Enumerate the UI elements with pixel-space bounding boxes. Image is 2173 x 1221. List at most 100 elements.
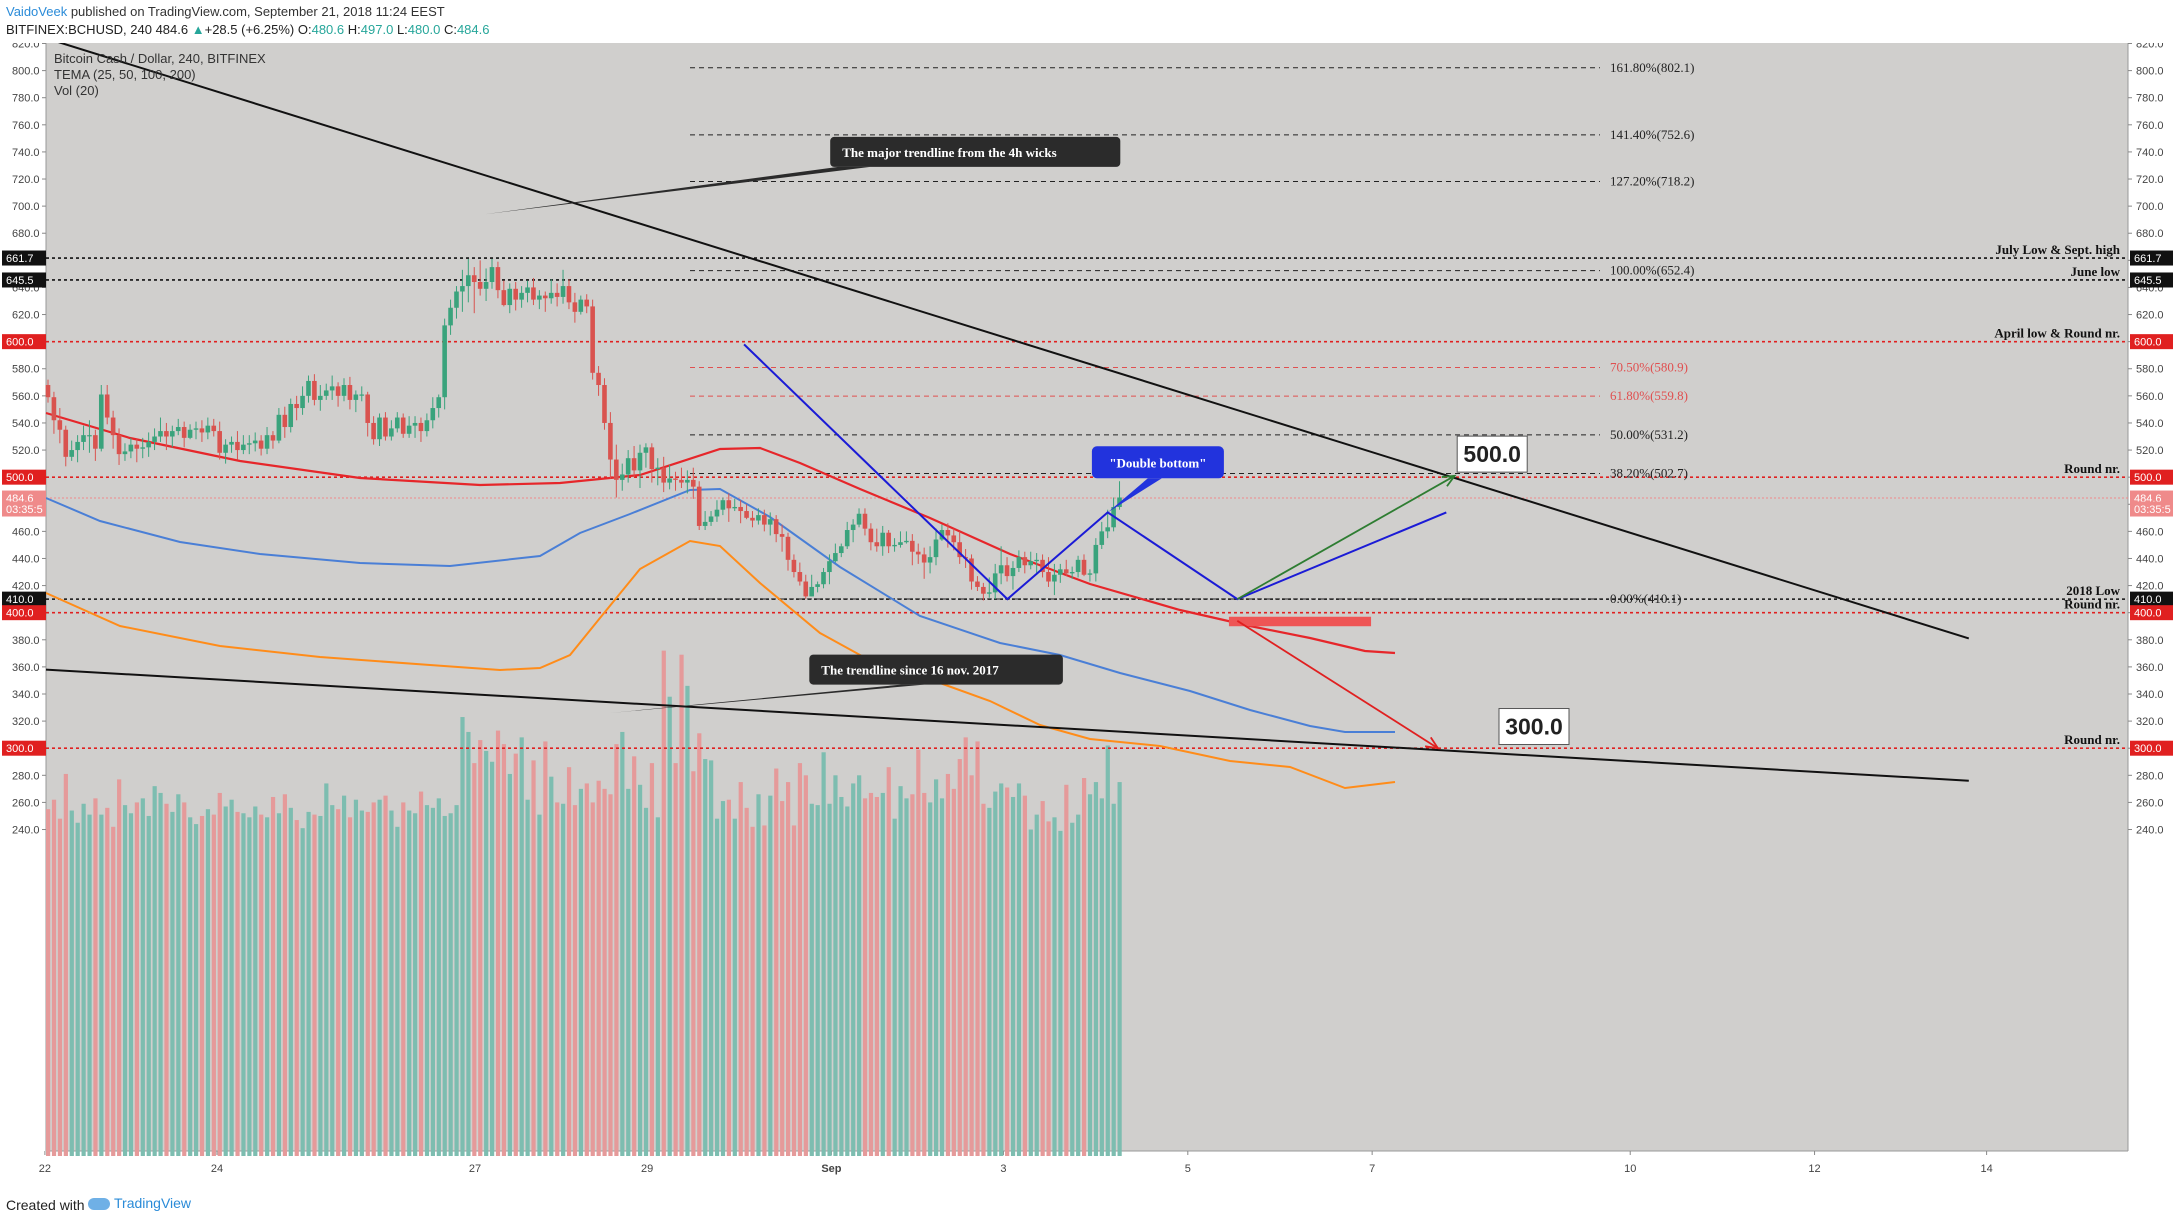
key-level-label: Round nr. (2064, 597, 2120, 612)
candle-body (1052, 574, 1057, 582)
candle-body (1117, 497, 1122, 507)
y-tick-label-left: 740.0 (12, 147, 40, 159)
candle-body (880, 532, 886, 547)
candle-body (957, 542, 962, 558)
candle-body (377, 417, 382, 440)
candle-body (655, 467, 661, 470)
candle-body (501, 290, 507, 306)
low-label: L: (396, 22, 408, 37)
candle-body (1069, 572, 1075, 574)
candle-body (756, 515, 761, 521)
up-arrow-icon: ▲ (191, 22, 205, 37)
candle-body (359, 394, 365, 396)
volume-bar (620, 731, 625, 1156)
volume-bar (928, 802, 933, 1156)
volume-bar (454, 805, 459, 1156)
candle-body (1105, 527, 1110, 532)
volume-bar (359, 810, 364, 1156)
candle-body (134, 444, 140, 449)
price-chart[interactable]: 240.0 240.0 260.0 260.0 280.0 280.0 300.0 300.0… (0, 43, 2173, 1188)
volume-bar (833, 775, 838, 1156)
volume-bar (892, 818, 897, 1156)
candle-body (679, 479, 684, 483)
candle-body (454, 291, 459, 308)
candle-body (205, 425, 211, 433)
callout-text: 300.0 (1505, 714, 1563, 740)
fib-label: 127.20%(718.2) (1610, 173, 1695, 188)
price-tag-left: 400.0 (2, 605, 46, 621)
candle-body (140, 447, 146, 449)
volume-bar (347, 817, 353, 1156)
volume-bar (270, 796, 276, 1156)
candle-body (81, 435, 86, 442)
x-tick-label: 29 (641, 1163, 653, 1175)
volume-bar (791, 825, 797, 1156)
callout-box (830, 136, 1121, 167)
candle-body (418, 422, 424, 432)
y-tick-label-left: 580.0 (12, 364, 40, 376)
price-tag-right: 03:35:5 (2130, 501, 2173, 517)
price-change: +28.5 (+6.25%) (204, 22, 295, 37)
candle-body (862, 513, 868, 529)
volume-bar (442, 815, 447, 1156)
volume-bar (797, 763, 803, 1156)
volume-bar (691, 771, 696, 1156)
volume-bar (247, 817, 252, 1156)
candle-body (927, 557, 933, 563)
candles (45, 258, 1122, 601)
publish-text: published on TradingView.com, September … (70, 4, 445, 19)
tradingview-logo[interactable]: TradingView (88, 1195, 191, 1211)
price-tag-label: 645.5 (2134, 275, 2162, 287)
x-tick-label: 3 (1000, 1163, 1006, 1175)
volume-bar (194, 824, 199, 1156)
candle-body (288, 403, 294, 428)
volume-bar (774, 768, 779, 1156)
candle-body (252, 440, 258, 444)
volume-bar (945, 773, 951, 1156)
chart-legend: Bitcoin Cash / Dollar, 240, BITFINEXTEMA… (54, 51, 266, 98)
y-tick-label-left: 440.0 (12, 553, 40, 565)
volume-bar (490, 761, 495, 1156)
candle-body (827, 561, 832, 573)
candle-body (104, 394, 110, 418)
volume-bar (975, 741, 980, 1156)
fib-label: 61.80%(559.8) (1610, 388, 1688, 403)
candle-body (596, 372, 601, 386)
volume-bar (916, 749, 921, 1156)
candle-body (1022, 557, 1028, 566)
candle-body (797, 572, 803, 582)
volume-bar (673, 763, 678, 1156)
legend-line-2: TEMA (25, 50, 100, 200) (54, 67, 196, 82)
y-tick-label-right: 680.0 (2136, 228, 2164, 240)
open-label: O: (297, 22, 312, 37)
candle-body (821, 572, 826, 585)
volume-bar (211, 814, 216, 1156)
price-tag-left: 300.0 (2, 740, 46, 756)
price-tag-right: 300.0 (2130, 740, 2173, 756)
volume-bar (324, 783, 329, 1156)
price-tag-label: 600.0 (2134, 337, 2162, 349)
candle-body (685, 479, 690, 483)
volume-bar (857, 775, 862, 1156)
legend-line-1: Bitcoin Cash / Dollar, 240, BITFINEX (54, 51, 266, 66)
candle-body (809, 586, 814, 597)
volume-bar (122, 805, 128, 1156)
volume-bar (1040, 801, 1045, 1156)
candle-body (258, 440, 264, 449)
candle-body (868, 528, 874, 543)
candle-body (619, 474, 625, 480)
volume-bar (632, 756, 637, 1156)
volume-bar (353, 799, 359, 1156)
candle-body (170, 431, 175, 437)
y-tick-label-right: 820.0 (2136, 43, 2164, 51)
price-tag-label: 410.0 (2134, 594, 2162, 606)
volume-bar (282, 794, 287, 1156)
y-tick-label-left: 700.0 (12, 201, 40, 213)
candle-body (483, 282, 489, 289)
publish-info: VaidoVeek published on TradingView.com, … (6, 4, 445, 19)
open-value: 480.6 (311, 22, 345, 37)
candle-body (649, 447, 655, 470)
volume-bar (259, 814, 264, 1156)
candle-body (158, 431, 163, 437)
author-link[interactable]: VaidoVeek (6, 4, 68, 19)
